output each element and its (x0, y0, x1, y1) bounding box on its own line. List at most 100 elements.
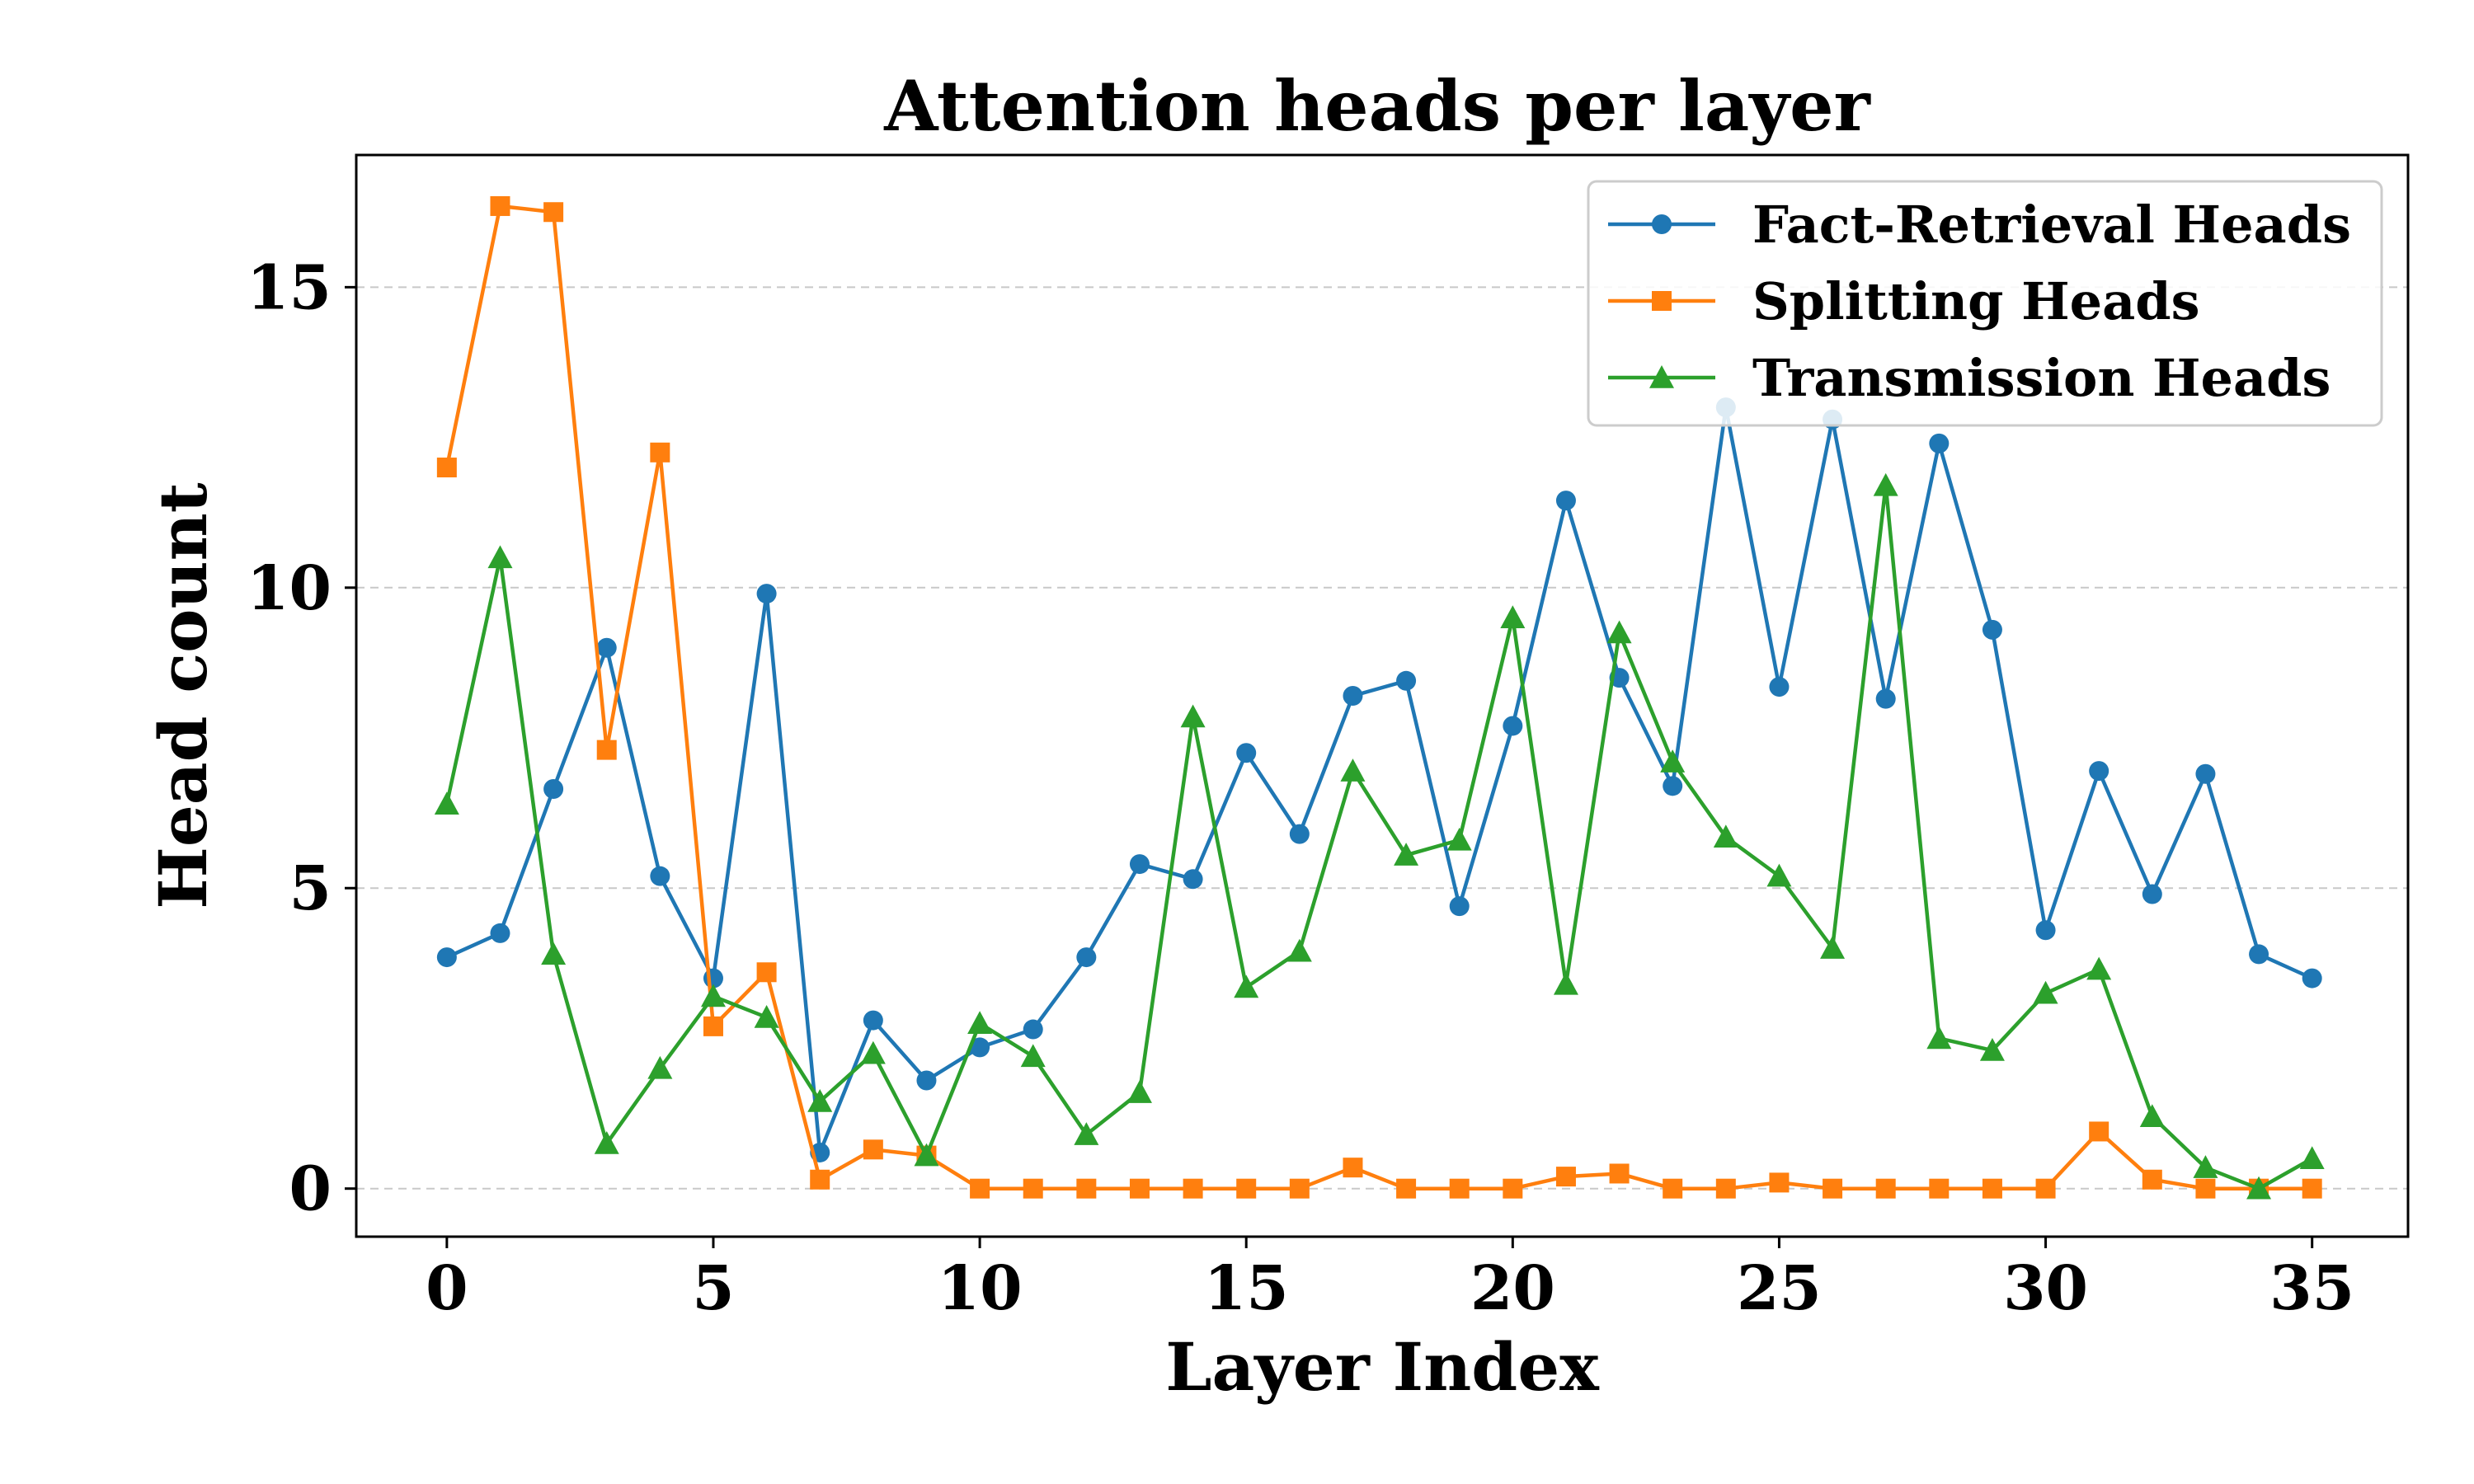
data-point (1023, 1019, 1043, 1040)
data-point (594, 1131, 619, 1154)
data-point (1236, 743, 1257, 763)
data-point (1126, 1080, 1152, 1103)
data-point (1875, 1178, 1896, 1199)
series-fact-retrieval-heads (436, 397, 2322, 1162)
data-point (1020, 1044, 1046, 1068)
series-line-fact-retrieval-heads (445, 405, 2313, 1155)
data-point (1289, 1178, 1310, 1199)
data-point (2035, 1178, 2056, 1199)
data-point (1553, 971, 1578, 995)
data-point (2035, 920, 2056, 941)
data-point (596, 740, 617, 760)
data-point (1023, 1178, 1043, 1199)
data-point (1503, 716, 1523, 736)
data-point (1180, 704, 1206, 728)
data-point (970, 1037, 990, 1058)
y-tick-label: 0 (289, 1154, 332, 1225)
legend-marker (1652, 291, 1672, 311)
data-point (1715, 1178, 1736, 1199)
x-tick-label: 15 (1204, 1253, 1289, 1324)
data-point (650, 866, 670, 886)
data-point (490, 195, 510, 216)
data-point (647, 1055, 673, 1079)
data-point (543, 202, 564, 223)
data-point (2139, 1104, 2165, 1127)
y-tick-label: 10 (247, 553, 332, 624)
data-point (967, 1011, 993, 1034)
chart-title: Attention heads per layer (883, 65, 1871, 147)
data-point (650, 442, 670, 463)
data-point (1820, 936, 1846, 959)
data-point (970, 1178, 990, 1199)
x-tick-label: 5 (692, 1253, 735, 1324)
series-transmission-heads (434, 472, 2325, 1200)
legend-label: Splitting Heads (1752, 271, 2200, 331)
y-axis-label: Head count (144, 482, 222, 909)
x-axis-label: Layer Index (1165, 1328, 1600, 1406)
data-point (1183, 869, 1203, 890)
x-tick-label: 0 (426, 1253, 468, 1324)
data-point (2086, 956, 2112, 980)
data-point (1926, 1026, 1952, 1050)
data-point (703, 1016, 723, 1036)
data-point (2193, 1155, 2218, 1178)
data-point (1286, 938, 1312, 962)
data-point (1663, 1178, 1683, 1199)
legend-label: Fact-Retrieval Heads (1752, 195, 2351, 255)
data-point (1129, 854, 1150, 875)
data-point (2302, 968, 2322, 989)
data-point (1503, 1178, 1523, 1199)
x-tick-label: 25 (1737, 1253, 1822, 1324)
data-point (2299, 1146, 2325, 1169)
data-point (1823, 1178, 1843, 1199)
data-point (860, 1040, 886, 1064)
data-point (914, 1143, 939, 1167)
data-point (1340, 758, 1366, 782)
axis-ticks: 0 5 10 15 0 5 10 15 20 25 30 35 (247, 252, 2354, 1324)
data-point (1076, 947, 1097, 968)
data-point (1074, 1122, 1099, 1145)
data-point (2033, 980, 2058, 1004)
data-point (1555, 1167, 1576, 1187)
data-point (487, 545, 513, 569)
data-point (2246, 1176, 2272, 1200)
data-point (2195, 763, 2216, 784)
data-point (1183, 1178, 1203, 1199)
data-point (2142, 1169, 2162, 1190)
data-point (1873, 472, 1898, 496)
data-point (1449, 1178, 1470, 1199)
data-point (700, 984, 726, 1007)
data-point (541, 942, 567, 965)
data-point (1234, 974, 1259, 998)
data-point (916, 1070, 937, 1091)
data-point (1713, 824, 1738, 848)
data-point (756, 584, 777, 604)
data-point (1766, 863, 1792, 887)
y-tick-label: 15 (247, 252, 332, 323)
data-point (2142, 884, 2162, 904)
data-point (2302, 1178, 2322, 1199)
data-point (1606, 620, 1632, 644)
data-point (1396, 1178, 1417, 1199)
data-point (807, 1089, 833, 1112)
data-point (810, 1169, 830, 1190)
data-point (434, 791, 459, 815)
data-point (1289, 824, 1310, 844)
legend-item-transmission-heads: Transmission Heads (1608, 348, 2331, 408)
data-point (1609, 1163, 1630, 1184)
data-point (543, 778, 564, 799)
data-point (596, 637, 617, 658)
legend-item-fact-retrieval-heads: Fact-Retrieval Heads (1608, 195, 2351, 255)
data-point (1875, 688, 1896, 709)
legend-label: Transmission Heads (1752, 348, 2331, 408)
legend-marker (1649, 365, 1674, 388)
y-tick-label: 5 (289, 853, 332, 924)
legend-box (1587, 180, 2383, 427)
data-point (1394, 843, 1419, 866)
data-point (1500, 605, 1526, 628)
data-point (1982, 1178, 2002, 1199)
series-line-transmission-heads (444, 483, 2313, 1190)
data-point (756, 962, 777, 983)
data-point (754, 1004, 779, 1028)
